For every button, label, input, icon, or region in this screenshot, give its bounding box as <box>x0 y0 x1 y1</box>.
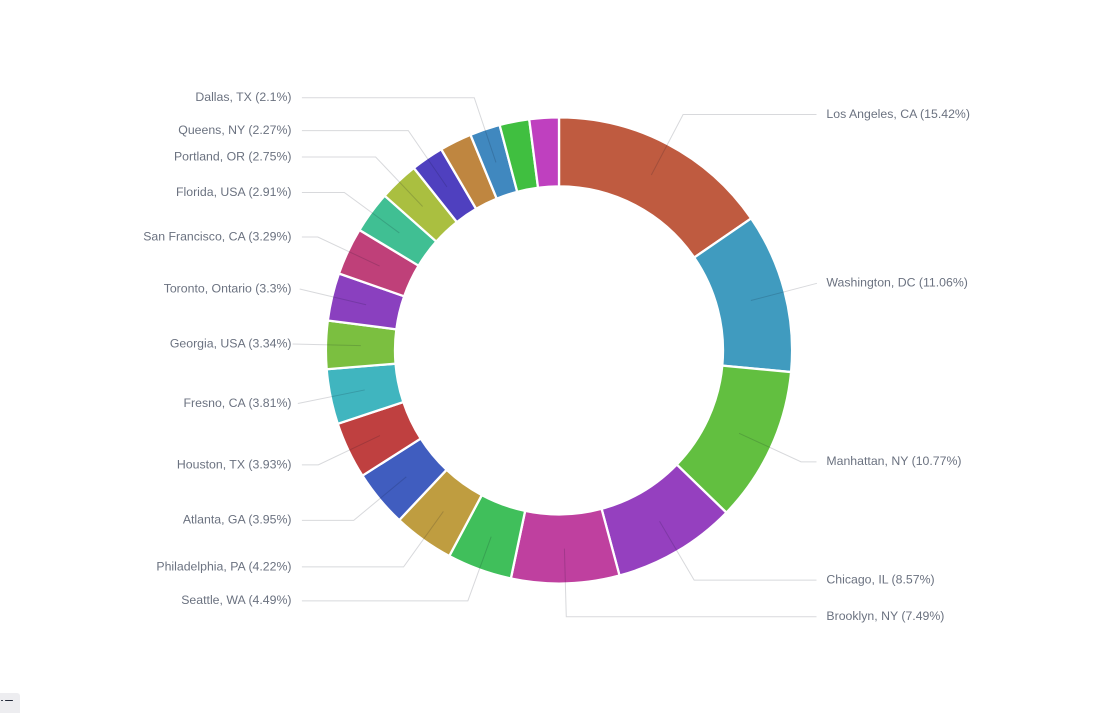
svg-text:Chicago, IL (8.57%): Chicago, IL (8.57%) <box>826 572 934 586</box>
svg-text:Seattle, WA (4.49%): Seattle, WA (4.49%) <box>181 593 291 607</box>
svg-text:Fresno, CA (3.81%): Fresno, CA (3.81%) <box>184 396 292 410</box>
svg-text:Manhattan, NY (10.77%): Manhattan, NY (10.77%) <box>826 454 961 468</box>
svg-text:Toronto, Ontario (3.3%): Toronto, Ontario (3.3%) <box>164 281 292 295</box>
svg-text:Washington, DC (11.06%): Washington, DC (11.06%) <box>826 276 967 290</box>
svg-text:Dallas, TX (2.1%): Dallas, TX (2.1%) <box>195 90 291 104</box>
svg-text:Houston, TX (3.93%): Houston, TX (3.93%) <box>177 457 292 471</box>
svg-text:Portland, OR (2.75%): Portland, OR (2.75%) <box>174 149 292 163</box>
svg-text:San Francisco, CA (3.29%): San Francisco, CA (3.29%) <box>143 229 291 243</box>
svg-text:Los Angeles, CA (15.42%): Los Angeles, CA (15.42%) <box>826 107 970 121</box>
svg-text:Atlanta, GA (3.95%): Atlanta, GA (3.95%) <box>183 513 292 527</box>
svg-text:Georgia, USA (3.34%): Georgia, USA (3.34%) <box>170 336 292 350</box>
svg-text:Queens, NY (2.27%): Queens, NY (2.27%) <box>178 123 291 137</box>
svg-text:Philadelphia, PA (4.22%): Philadelphia, PA (4.22%) <box>156 559 291 573</box>
svg-text:Florida, USA (2.91%): Florida, USA (2.91%) <box>176 185 292 199</box>
svg-text:Brooklyn, NY (7.49%): Brooklyn, NY (7.49%) <box>826 609 944 623</box>
